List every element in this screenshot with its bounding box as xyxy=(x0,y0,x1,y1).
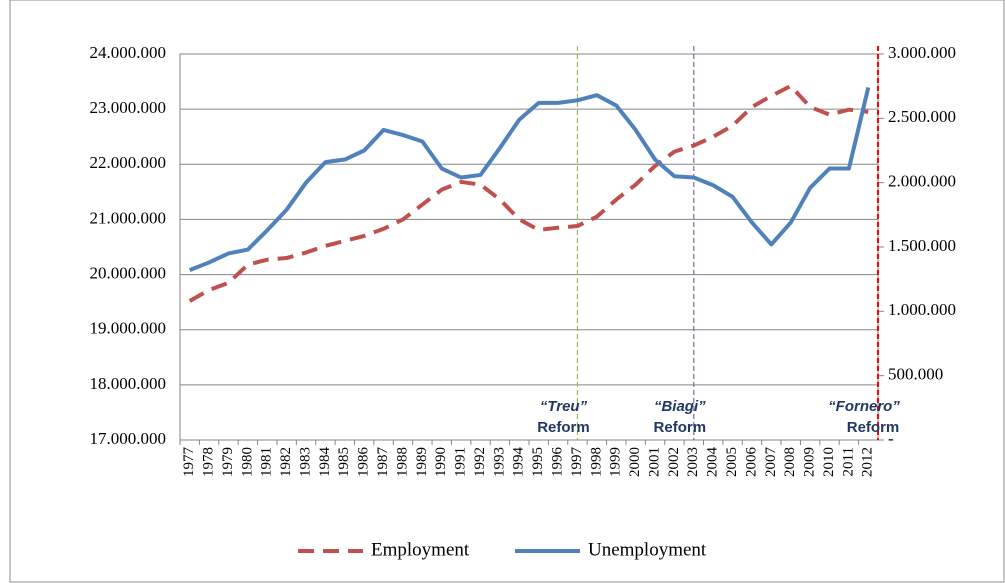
x-tick-label: 2003 xyxy=(685,447,701,477)
reform-name: “Fornero” xyxy=(828,398,900,415)
series-line xyxy=(188,83,869,303)
y2-tick-label: 1.000.000 xyxy=(888,300,956,319)
x-tick-label: 1981 xyxy=(259,447,275,477)
x-tick-label: 2007 xyxy=(763,447,779,478)
x-tick-label: 1982 xyxy=(278,447,294,477)
x-tick-label: 2004 xyxy=(705,447,721,478)
y2-tick-label: - xyxy=(888,429,894,448)
x-tick-label: 2002 xyxy=(666,447,682,477)
y2-tick-label: 2.500.000 xyxy=(888,107,956,126)
y-tick-label: 23.000.000 xyxy=(90,98,167,117)
x-tick-label: 1989 xyxy=(414,447,430,477)
x-tick-label: 2010 xyxy=(821,447,837,477)
x-tick-label: 2012 xyxy=(860,447,876,477)
x-tick-label: 1999 xyxy=(608,447,624,477)
y-tick-label: 17.000.000 xyxy=(90,429,167,448)
x-tick-label: 1993 xyxy=(491,447,507,477)
y-tick-label: 21.000.000 xyxy=(90,208,167,227)
x-tick-label: 2008 xyxy=(782,447,798,477)
x-tick-label: 1992 xyxy=(472,447,488,477)
y-tick-label: 24.000.000 xyxy=(90,43,167,62)
x-tick-label: 2001 xyxy=(646,447,662,477)
x-tick-label: 1996 xyxy=(550,447,566,478)
x-tick-label: 1983 xyxy=(297,447,313,477)
x-tick-label: 1990 xyxy=(433,447,449,477)
x-tick-label: 1980 xyxy=(239,447,255,477)
y2-tick-label: 2.000.000 xyxy=(888,172,956,191)
x-tick-label: 1994 xyxy=(511,447,527,478)
x-tick-label: 2006 xyxy=(743,447,759,478)
x-tick-label: 2011 xyxy=(840,447,856,476)
reform-name: “Biagi” xyxy=(654,398,706,415)
x-tick-label: 1986 xyxy=(356,447,372,478)
x-tick-label: 1985 xyxy=(336,447,352,477)
y2-tick-label: 3.000.000 xyxy=(888,43,956,62)
reform-label: Reform xyxy=(537,419,590,436)
legend-label: Unemployment xyxy=(588,539,707,560)
chart-frame xyxy=(9,0,1005,583)
x-tick-label: 1995 xyxy=(530,447,546,477)
x-tick-label: 1991 xyxy=(453,447,469,477)
x-tick-label: 1998 xyxy=(588,447,604,477)
x-tick-label: 1987 xyxy=(375,447,391,478)
y-tick-label: 19.000.000 xyxy=(90,319,167,338)
x-tick-label: 2005 xyxy=(724,447,740,477)
legend-label: Employment xyxy=(371,539,470,560)
y-tick-label: 22.000.000 xyxy=(90,153,167,172)
x-tick-label: 1997 xyxy=(569,447,585,478)
reform-name: “Treu” xyxy=(540,398,588,415)
x-tick-label: 1988 xyxy=(394,447,410,477)
x-tick-label: 1978 xyxy=(201,447,217,477)
x-tick-label: 1984 xyxy=(317,447,333,478)
reform-label: Reform xyxy=(847,419,900,436)
x-tick-label: 2000 xyxy=(627,447,643,477)
series-line xyxy=(188,86,871,273)
y2-tick-label: 500.000 xyxy=(888,365,943,384)
reform-label: Reform xyxy=(654,419,707,436)
x-tick-label: 1977 xyxy=(181,447,197,478)
x-tick-label: 2009 xyxy=(802,447,818,477)
x-tick-label: 1979 xyxy=(220,447,236,477)
y-tick-label: 18.000.000 xyxy=(90,374,167,393)
y-tick-label: 20.000.000 xyxy=(90,263,167,282)
y2-tick-label: 1.500.000 xyxy=(888,236,956,255)
